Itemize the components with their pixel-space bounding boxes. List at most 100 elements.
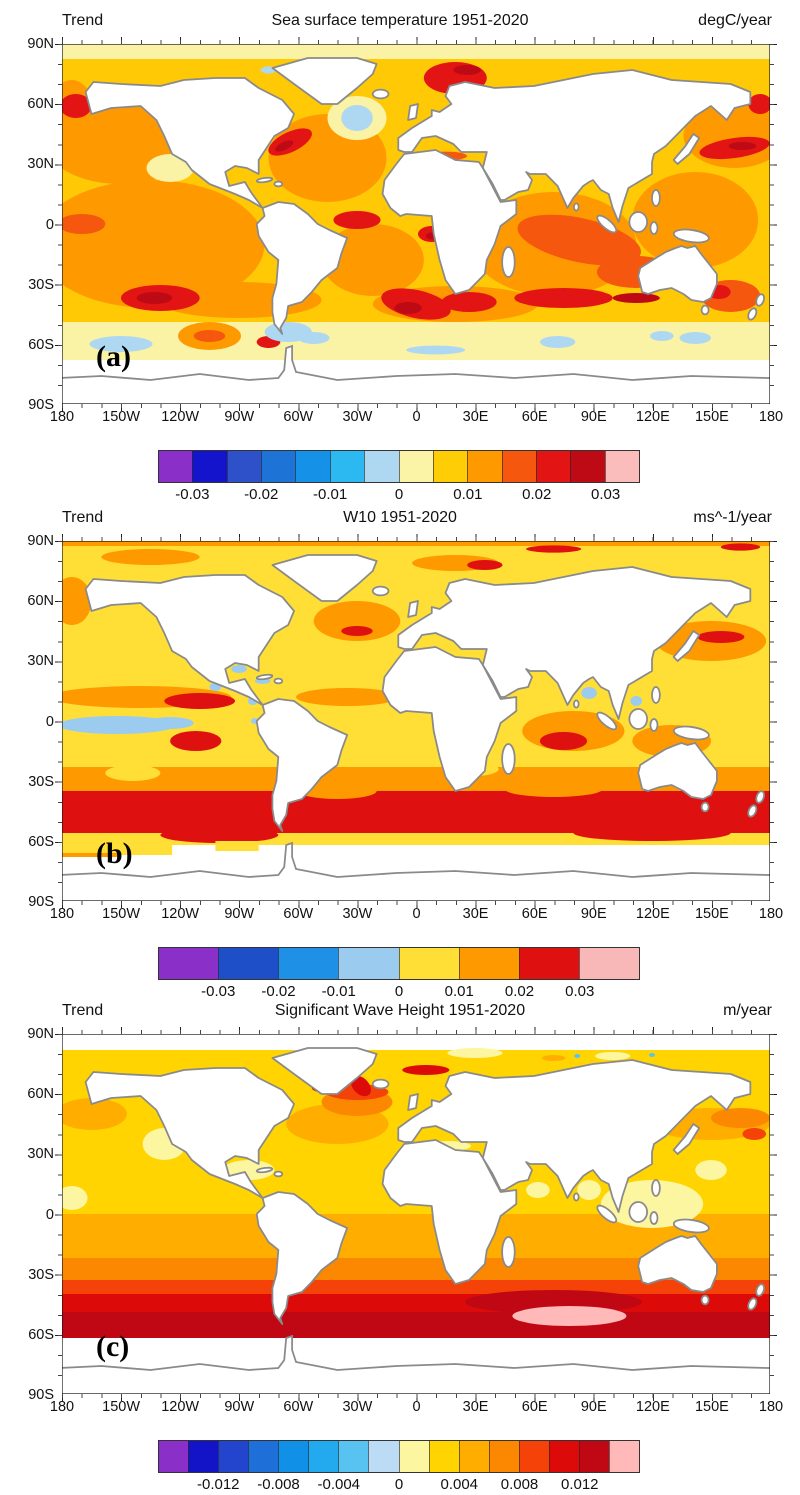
colorbar-tick-label: 0.004 — [440, 1476, 479, 1493]
colorbar-swatch — [398, 451, 433, 482]
lon-tick-label: 30W — [342, 906, 373, 922]
colorbar-tick-label: -0.01 — [321, 983, 356, 1000]
colorbar-tick-label: 0.03 — [590, 486, 621, 503]
map-panel-b — [62, 541, 770, 901]
colorbar-swatch — [548, 1441, 579, 1472]
panel-letter: (c) — [96, 1330, 130, 1363]
colorbar-tick-label: 0.02 — [522, 486, 552, 503]
lon-axis: 180 150W 120W 90W 60W 30W 0 30E 60E 90E 120E 150E 18… — [50, 409, 783, 427]
colorbar-labels: -0.03 -0.02 -0.01 0 0.01 0.02 0.03 — [158, 983, 640, 1000]
lon-tick-label: 90W — [224, 906, 255, 922]
lat-tick-label: 30S — [28, 1266, 54, 1283]
lon-tick-label: 120E — [635, 409, 670, 425]
lon-tick-label: 90E — [580, 906, 607, 922]
lon-tick-label: 120E — [635, 906, 670, 922]
lon-tick-label: 30E — [462, 906, 489, 922]
lon-tick-label: 60W — [283, 1399, 314, 1415]
lon-tick-label: 60W — [283, 409, 314, 425]
lon-tick-label: 90W — [224, 1399, 255, 1415]
colorbar-swatch — [398, 1441, 429, 1472]
lat-tick-label: 0 — [45, 713, 54, 730]
lat-tick-label: 60N — [27, 1086, 54, 1103]
panel-sst: Trend Sea surface temperature 1951-2020 … — [0, 0, 800, 503]
lat-tick-label: 60N — [27, 593, 54, 610]
lat-tick-label: 30S — [28, 773, 54, 790]
map-panel-a — [62, 44, 770, 404]
lat-tick-label: 90S — [28, 1387, 54, 1403]
colorbar-swatch — [368, 1441, 399, 1472]
colorbar-swatch — [467, 451, 502, 482]
lon-tick-label: 150E — [694, 1399, 729, 1415]
panel-title: Sea surface temperature 1951-2020 — [271, 12, 529, 29]
lat-tick-label: 90N — [27, 1026, 54, 1042]
colorbar — [158, 947, 640, 980]
lon-tick-label: 30W — [342, 409, 373, 425]
colorbar-swatch — [226, 451, 262, 482]
lat-tick-label: 60S — [28, 1326, 54, 1343]
panel-title: Significant Wave Height 1951-2020 — [274, 1002, 526, 1019]
ticks-left-minor — [58, 44, 62, 405]
colorbar-swatch — [578, 948, 639, 979]
colorbar-swatch — [218, 948, 279, 979]
lat-tick-label: 0 — [45, 1206, 54, 1223]
panel-title: W10 1951-2020 — [343, 509, 457, 526]
lat-tick-label: 90N — [27, 36, 54, 52]
colorbar-swatch — [329, 451, 365, 482]
lon-tick-label: 180 — [758, 409, 784, 425]
colorbar-swatch — [364, 451, 399, 482]
lon-tick-label: 30E — [462, 409, 489, 425]
lat-tick-label: 30N — [27, 1146, 54, 1163]
colorbar-swatch — [159, 1441, 189, 1472]
panel-wave-height: Trend Significant Wave Height 1951-2020 … — [0, 990, 800, 1495]
colorbar-tick-label: -0.008 — [257, 1476, 300, 1493]
colorbar-labels: -0.03 -0.02 -0.01 0 0.01 0.02 0.03 — [158, 486, 640, 503]
colorbar-tick-label: -0.03 — [175, 486, 210, 503]
colorbar-swatch — [608, 1441, 639, 1472]
colorbar-swatch — [192, 451, 227, 482]
lat-tick-label: 90S — [28, 894, 54, 910]
colorbar-swatch — [295, 451, 330, 482]
colorbar-swatch — [428, 1441, 459, 1472]
colorbar-swatch — [248, 1441, 279, 1472]
lat-tick-label: 60S — [28, 833, 54, 850]
colorbar-swatch — [604, 451, 640, 482]
ticks-top-minor — [62, 1030, 771, 1034]
lon-tick-label: 90W — [224, 409, 255, 425]
lon-tick-label: 150W — [102, 409, 141, 425]
lon-axis: 180 150W 120W 90W 60W 30W 0 30E 60E 90E 120E 150E 18… — [50, 1399, 783, 1417]
colorbar-swatch — [278, 948, 339, 979]
lat-tick-label: 30N — [27, 156, 54, 173]
lon-tick-label: 60E — [521, 1399, 548, 1415]
lon-tick-label: 0 — [412, 906, 421, 922]
trend-label: Trend — [62, 1002, 104, 1019]
colorbar-swatch — [338, 1441, 369, 1472]
colorbar-swatch — [159, 451, 193, 482]
colorbar-swatch — [188, 1441, 219, 1472]
colorbar-tick-label: 0.008 — [500, 1476, 539, 1493]
colorbar-tick-label: 0.01 — [444, 983, 474, 1000]
colorbar-tick-label: 0.02 — [504, 983, 535, 1000]
colorbar-swatch — [501, 451, 536, 482]
colorbar-swatch — [261, 451, 296, 482]
lon-tick-label: 0 — [412, 409, 421, 425]
units-label: degC/year — [698, 12, 772, 29]
colorbar-swatch — [518, 948, 579, 979]
lon-tick-label: 180 — [49, 906, 75, 922]
lon-tick-label: 60E — [521, 906, 548, 922]
lat-tick-label: 90S — [28, 397, 54, 413]
panel-wind: Trend W10 1951-2020 ms^-1/year — [0, 497, 800, 1000]
map-panel-c — [62, 1034, 770, 1394]
trend-label: Trend — [62, 509, 104, 526]
ticks-top-minor — [62, 537, 771, 541]
ticks-left-minor — [58, 541, 62, 902]
colorbar-swatch — [535, 451, 571, 482]
colorbar-swatch — [308, 1441, 339, 1472]
colorbar-tick-label: -0.01 — [313, 486, 348, 503]
ticks-right-minor — [770, 44, 774, 405]
colorbar-tick-label: -0.004 — [317, 1476, 361, 1493]
ticks-bottom-minor — [62, 901, 771, 905]
ticks-bottom-minor — [62, 404, 771, 408]
lon-tick-label: 180 — [758, 906, 784, 922]
colorbar-swatch — [570, 451, 605, 482]
